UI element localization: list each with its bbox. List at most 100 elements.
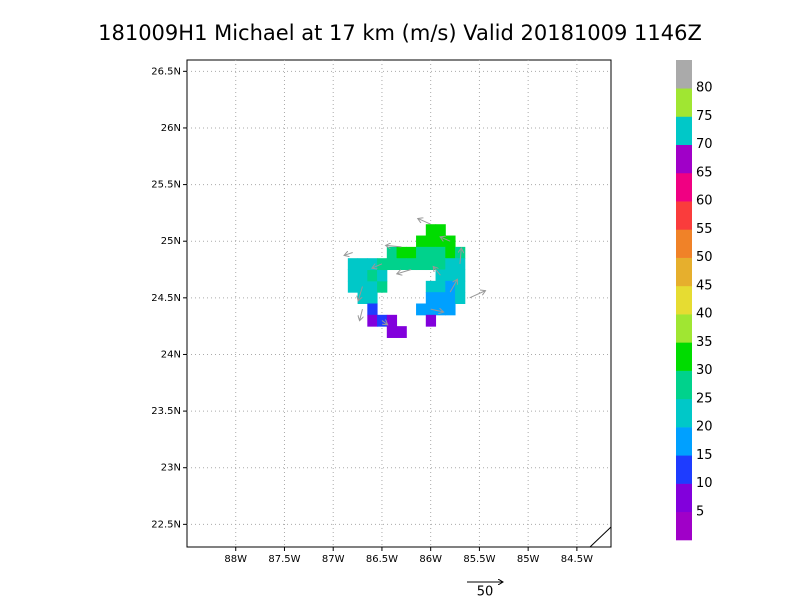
wind-cell <box>416 235 427 248</box>
wind-cell <box>435 246 446 259</box>
wind-cell <box>406 258 417 271</box>
wind-cell <box>425 224 437 237</box>
colorbar-box <box>676 116 692 146</box>
y-tick-label: 23.5N <box>151 406 181 417</box>
wind-cell <box>425 280 437 293</box>
wind-cell <box>425 246 437 259</box>
wind-vector <box>460 248 461 264</box>
wind-cell <box>425 292 437 304</box>
colorbar-box <box>676 511 692 541</box>
x-tick-label: 86.5W <box>366 554 398 565</box>
wind-cell <box>425 258 437 271</box>
wind-cell <box>425 235 437 248</box>
wind-vector <box>372 263 383 268</box>
wind-cell <box>416 246 427 259</box>
wind-vector <box>397 269 412 274</box>
wind-cell <box>367 303 378 316</box>
wind-cell <box>455 280 466 293</box>
colorbar-box <box>676 314 692 343</box>
wind-cell <box>367 269 378 282</box>
colorbar-box <box>676 483 692 513</box>
colorbar-label: 15 <box>696 448 713 463</box>
colorbar-box <box>676 257 692 287</box>
wind-cell <box>435 280 446 293</box>
wind-vector <box>360 309 363 321</box>
wind-cell <box>386 314 398 327</box>
colorbar-label: 35 <box>696 335 713 350</box>
wind-cell <box>396 246 407 259</box>
colorbar-box <box>676 370 692 400</box>
colorbar-label: 55 <box>696 222 713 237</box>
wind-cell <box>445 303 456 316</box>
wind-cell <box>445 292 456 304</box>
x-tick-label: 86W <box>419 554 442 565</box>
wind-cell <box>455 269 466 282</box>
wind-cell <box>445 235 456 248</box>
colorbar-label: 5 <box>696 504 704 519</box>
x-tick-label: 84.5W <box>561 554 593 565</box>
wind-vector <box>449 279 457 293</box>
wind-cell <box>386 258 398 271</box>
wind-vector <box>381 320 388 324</box>
wind-cell <box>416 303 427 316</box>
y-tick-label: 22.5N <box>151 519 181 530</box>
wind-cell <box>435 258 446 271</box>
wind-cell <box>377 280 388 293</box>
wind-cell <box>435 303 446 316</box>
colorbar-box <box>676 88 692 117</box>
wind-vector <box>440 237 451 242</box>
plot-frame <box>186 59 612 548</box>
wind-cell <box>396 258 407 271</box>
wind-cell <box>435 224 446 237</box>
wind-cell <box>357 269 368 282</box>
x-tick-label: 87W <box>322 554 345 565</box>
colorbar-box <box>676 398 692 428</box>
chart-title: 181009H1 Michael at 17 km (m/s) Valid 20… <box>98 21 702 45</box>
y-tick-label: 23N <box>161 463 181 474</box>
colorbar-label: 80 <box>696 81 713 96</box>
colorbar-label: 45 <box>696 278 713 293</box>
wind-cell <box>396 326 407 338</box>
y-tick-label: 24N <box>161 349 181 360</box>
wind-vector <box>418 218 431 225</box>
colorbar-box <box>676 172 692 202</box>
colorbar-label: 70 <box>696 137 713 152</box>
wind-cell <box>377 269 388 282</box>
wind-cell <box>386 246 398 259</box>
colorbar-box <box>676 285 692 315</box>
wind-cell <box>445 246 456 259</box>
wind-cell <box>445 258 456 271</box>
colorbar-box <box>676 427 692 456</box>
colorbar-label: 50 <box>696 250 713 265</box>
wind-vector <box>469 291 486 299</box>
colorbar-label: 30 <box>696 363 713 378</box>
wind-cell <box>425 314 437 327</box>
colorbar-label: 40 <box>696 307 713 322</box>
wind-cell <box>347 269 359 282</box>
reference-label: 50 <box>477 585 494 600</box>
wind-cell <box>367 314 378 327</box>
colorbar-label: 60 <box>696 194 713 209</box>
colorbar-label: 25 <box>696 391 713 406</box>
colorbar-box <box>676 144 692 174</box>
wind-cell <box>377 258 388 271</box>
wind-vector <box>344 253 353 256</box>
y-tick-label: 25N <box>161 236 181 247</box>
y-tick-label: 24.5N <box>151 293 181 304</box>
y-tick-label: 26N <box>161 123 181 134</box>
wind-cell <box>445 280 456 293</box>
x-tick-label: 85W <box>517 554 540 565</box>
colorbar-box <box>676 60 692 89</box>
colorbar-label: 10 <box>696 476 713 491</box>
wind-cell <box>367 280 378 293</box>
wind-vector <box>433 267 441 276</box>
wind-cell <box>445 269 456 282</box>
colorbar-box <box>676 201 692 230</box>
wind-cell <box>435 269 446 282</box>
colorbar-label: 75 <box>696 109 713 124</box>
wind-vector <box>430 309 444 312</box>
wind-cell <box>367 292 378 304</box>
x-tick-label: 87.5W <box>268 554 300 565</box>
y-tick-label: 25.5N <box>151 180 181 191</box>
wind-cell <box>435 292 446 304</box>
